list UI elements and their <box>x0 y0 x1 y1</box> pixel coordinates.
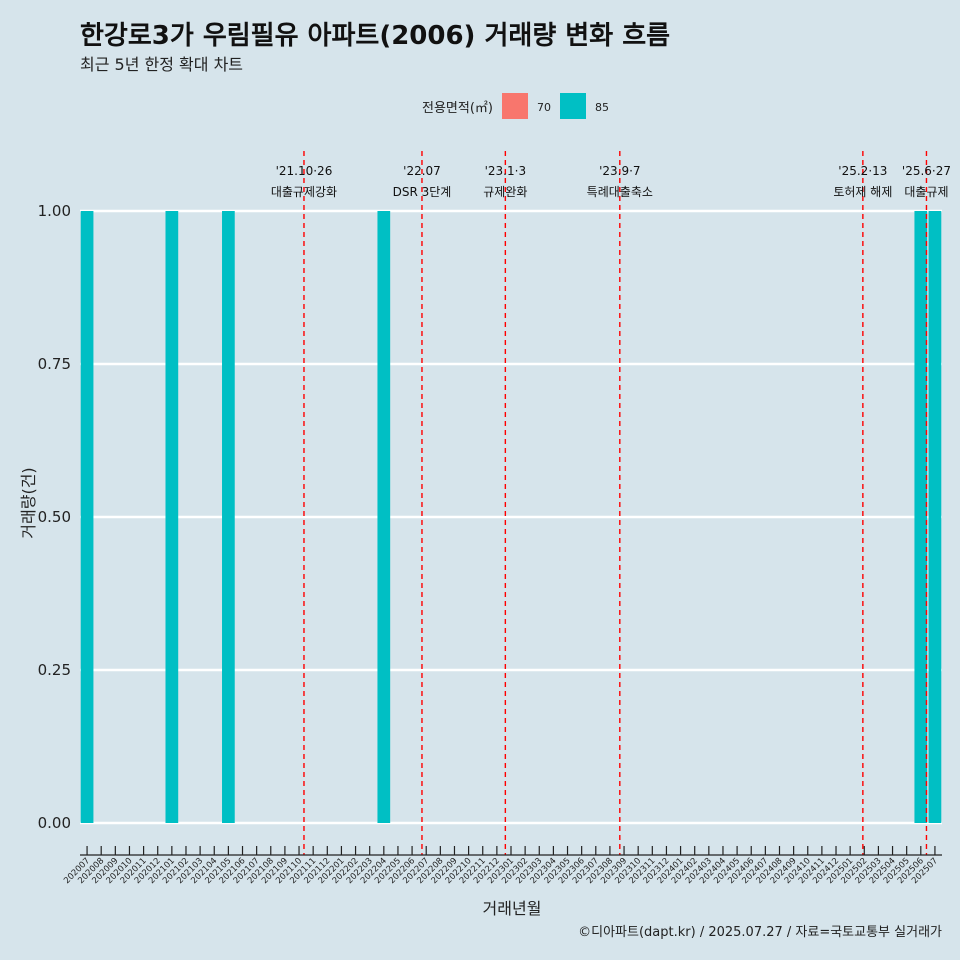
x-axis: 2020072020082020092020102020112020122021… <box>62 846 942 886</box>
annotation-date: '23.9·7 <box>599 164 640 178</box>
caption: ©디아파트(dapt.kr) / 2025.07.27 / 자료=국토교통부 실… <box>578 925 942 940</box>
y-tick-label: 0.00 <box>38 814 71 832</box>
annotation-date: '23.1·3 <box>485 164 526 178</box>
y-tick-label: 0.25 <box>38 661 71 679</box>
legend-title: 전용면적(㎡) <box>422 101 493 116</box>
legend: 전용면적(㎡) 70 85 <box>422 93 609 119</box>
legend-label-70: 70 <box>537 101 551 114</box>
legend-label-85: 85 <box>595 101 609 114</box>
chart-title: 한강로3가 우림필유 아파트(2006) 거래량 변화 흐름 <box>80 21 670 51</box>
grid <box>80 209 942 825</box>
annotation-date: '25.2·13 <box>838 164 887 178</box>
annotation-text: 토허제 해제 <box>833 185 892 199</box>
annotation-text: 특례대출축소 <box>587 185 653 199</box>
y-axis-title: 거래량(건) <box>19 467 38 538</box>
bar <box>928 211 942 823</box>
bar <box>80 211 94 823</box>
bars <box>80 211 942 823</box>
annotation-text: 규제완화 <box>483 185 527 199</box>
bar <box>914 211 928 823</box>
bar <box>165 211 179 823</box>
bar <box>377 211 391 823</box>
chart-subtitle: 최근 5년 한정 확대 차트 <box>80 55 243 74</box>
annotation-date: '21.10·26 <box>276 164 333 178</box>
x-axis-title: 거래년월 <box>483 899 542 918</box>
annotation-date: '22.07 <box>403 164 441 178</box>
y-tick-label: 1.00 <box>38 202 71 220</box>
annotation-text: 대출규제 <box>904 185 948 199</box>
annotation-date: '25.6·27 <box>902 164 951 178</box>
y-tick-label: 0.75 <box>38 355 71 373</box>
legend-swatch-70 <box>502 93 528 119</box>
legend-swatch-85 <box>560 93 586 119</box>
annotation-text: 대출규제강화 <box>271 185 337 199</box>
annotation-text: DSR 3단계 <box>393 185 452 199</box>
annotations: '21.10·26 대출규제강화 '22.07 DSR 3단계 '23.1·3 규제완화 '… <box>271 151 951 855</box>
bar <box>222 211 235 823</box>
y-tick-label: 0.50 <box>38 508 71 526</box>
y-axis: 0.00 0.25 0.50 0.75 1.00 <box>38 202 71 832</box>
